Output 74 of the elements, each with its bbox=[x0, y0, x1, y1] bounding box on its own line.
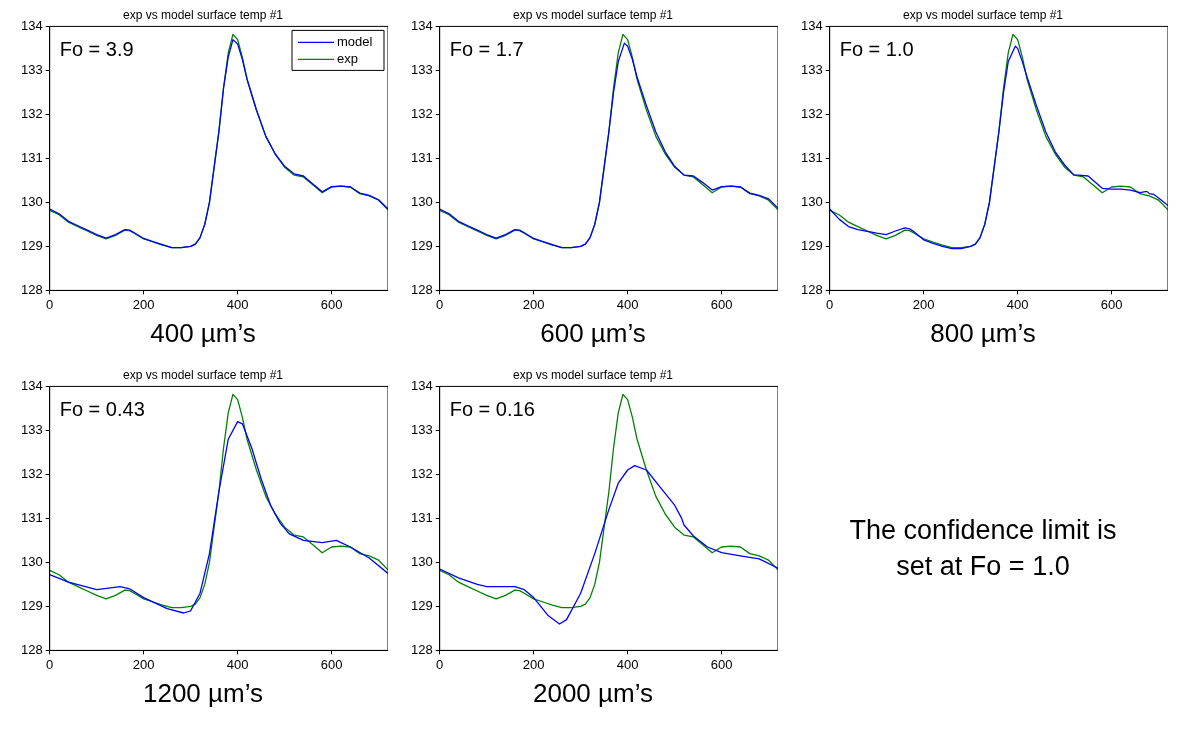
chart-title: exp vs model surface temp #1 bbox=[512, 7, 674, 22]
y-tick-label: 128 bbox=[20, 281, 43, 297]
x-tick-label: 400 bbox=[226, 656, 249, 672]
y-tick-label: 128 bbox=[410, 281, 433, 297]
y-tick-label: 132 bbox=[20, 105, 43, 121]
x-axis-title: 2000 µm’s bbox=[532, 678, 653, 709]
y-tick-label: 131 bbox=[20, 509, 43, 525]
y-tick-label: 131 bbox=[800, 149, 823, 165]
annotation: Fo = 1.0 bbox=[839, 37, 914, 60]
y-tick-label: 133 bbox=[410, 61, 433, 77]
legend-label: exp bbox=[337, 50, 358, 66]
y-tick-label: 133 bbox=[800, 61, 823, 77]
x-tick-label: 400 bbox=[1006, 296, 1029, 312]
chart-title: exp vs model surface temp #1 bbox=[512, 367, 674, 382]
annotation: Fo = 3.9 bbox=[59, 37, 134, 60]
x-axis-title: 800 µm’s bbox=[930, 318, 1036, 349]
x-tick-label: 200 bbox=[132, 656, 155, 672]
x-tick-label: 400 bbox=[616, 296, 639, 312]
x-tick-label: 200 bbox=[522, 656, 545, 672]
y-tick-label: 131 bbox=[410, 149, 433, 165]
x-tick-label: 200 bbox=[132, 296, 155, 312]
y-tick-label: 134 bbox=[410, 17, 433, 33]
x-axis-title: 400 µm’s bbox=[150, 318, 256, 349]
chart-title: exp vs model surface temp #1 bbox=[122, 7, 284, 22]
chart-title: exp vs model surface temp #1 bbox=[122, 367, 284, 382]
x-tick-label: 600 bbox=[320, 296, 343, 312]
annotation: Fo = 1.7 bbox=[449, 37, 524, 60]
x-tick-label: 0 bbox=[46, 656, 54, 672]
y-tick-label: 130 bbox=[410, 193, 433, 209]
y-tick-label: 129 bbox=[20, 237, 43, 253]
y-tick-label: 132 bbox=[410, 465, 433, 481]
x-tick-label: 0 bbox=[826, 296, 834, 312]
x-tick-label: 400 bbox=[226, 296, 249, 312]
x-tick-label: 200 bbox=[522, 296, 545, 312]
x-tick-label: 600 bbox=[710, 296, 733, 312]
text: The confidence limit is bbox=[849, 514, 1117, 547]
y-tick-label: 129 bbox=[410, 597, 433, 613]
x-tick-label: 0 bbox=[46, 296, 54, 312]
chart-title: exp vs model surface temp #1 bbox=[902, 7, 1064, 22]
x-tick-label: 200 bbox=[912, 296, 935, 312]
x-tick-label: 0 bbox=[436, 296, 444, 312]
y-tick-label: 132 bbox=[410, 105, 433, 121]
y-tick-label: 129 bbox=[410, 237, 433, 253]
x-axis-title: 600 µm’s bbox=[540, 318, 646, 349]
x-tick-label: 400 bbox=[616, 656, 639, 672]
y-tick-label: 129 bbox=[20, 597, 43, 613]
y-tick-label: 133 bbox=[20, 421, 43, 437]
y-tick-label: 131 bbox=[20, 149, 43, 165]
y-tick-label: 130 bbox=[800, 193, 823, 209]
y-tick-label: 132 bbox=[20, 465, 43, 481]
y-tick-label: 128 bbox=[410, 641, 433, 657]
y-tick-label: 134 bbox=[800, 17, 823, 33]
y-tick-label: 132 bbox=[800, 105, 823, 121]
y-tick-label: 134 bbox=[20, 17, 43, 33]
x-tick-label: 600 bbox=[1100, 296, 1123, 312]
y-tick-label: 133 bbox=[410, 421, 433, 437]
y-tick-label: 131 bbox=[410, 509, 433, 525]
y-tick-label: 128 bbox=[20, 641, 43, 657]
y-tick-label: 130 bbox=[20, 193, 43, 209]
text: set at Fo = 1.0 bbox=[896, 550, 1070, 583]
y-tick-label: 129 bbox=[800, 237, 823, 253]
y-tick-label: 130 bbox=[410, 553, 433, 569]
legend-label: model bbox=[337, 33, 373, 49]
x-tick-label: 600 bbox=[320, 656, 343, 672]
y-tick-label: 134 bbox=[410, 377, 433, 393]
y-tick-label: 133 bbox=[20, 61, 43, 77]
annotation: Fo = 0.43 bbox=[59, 397, 145, 420]
y-tick-label: 130 bbox=[20, 553, 43, 569]
y-tick-label: 134 bbox=[20, 377, 43, 393]
x-tick-label: 600 bbox=[710, 656, 733, 672]
x-axis-title: 1200 µm’s bbox=[142, 678, 263, 709]
y-tick-label: 128 bbox=[800, 281, 823, 297]
x-tick-label: 0 bbox=[436, 656, 444, 672]
annotation: Fo = 0.16 bbox=[449, 397, 535, 420]
